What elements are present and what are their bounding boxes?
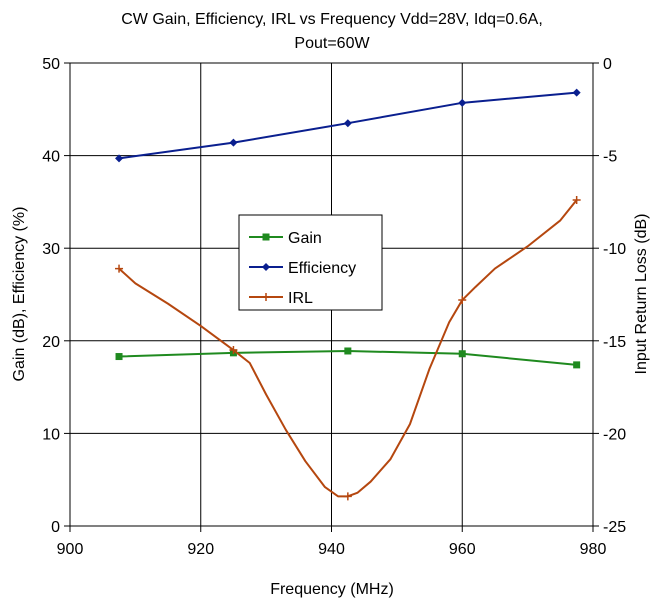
legend: Gain Efficiency IRL <box>238 214 383 311</box>
y-left-tick-label: 40 <box>42 149 60 166</box>
data-point-gain <box>573 361 581 369</box>
data-point-irl <box>458 296 467 305</box>
data-point-irl <box>343 492 352 501</box>
series-line-irl <box>118 199 578 498</box>
legend-marker-irl <box>262 293 270 301</box>
y-right-tick-label: -10 <box>603 241 626 258</box>
legend-box <box>238 214 383 311</box>
data-point-efficiency <box>115 154 124 163</box>
x-tick-label: 900 <box>57 541 84 558</box>
x-tick-label: 980 <box>580 541 607 558</box>
y-right-tick-label: -25 <box>603 519 626 536</box>
x-tick-label: 920 <box>187 541 214 558</box>
legend-label-efficiency: Efficiency <box>288 260 356 277</box>
data-point-efficiency <box>458 98 467 107</box>
x-tick-label: 940 <box>318 541 345 558</box>
legend-entries: Gain Efficiency IRL <box>249 230 356 307</box>
series-layer <box>115 88 581 501</box>
legend-marker-efficiency <box>262 263 270 271</box>
y-left-tick-label: 20 <box>42 334 60 351</box>
data-point-irl <box>229 346 238 355</box>
y-right-tick-label: 0 <box>603 56 612 73</box>
legend-label-gain: Gain <box>288 230 322 247</box>
chart-title-line1: CW Gain, Efficiency, IRL vs Frequency Vd… <box>121 11 543 28</box>
y-right-tick-label: -20 <box>603 426 626 443</box>
y-right-axis-label: Input Return Loss (dB) <box>633 214 650 375</box>
x-tick-labels: 900 920 940 960 980 <box>57 541 607 558</box>
y-left-tick-label: 30 <box>42 241 60 258</box>
chart-title-line2: Pout=60W <box>294 35 370 52</box>
legend-marker-gain <box>262 233 270 241</box>
y-right-tick-labels: -25 -20 -15 -10 -5 0 <box>603 56 626 536</box>
y-right-tick-label: -5 <box>603 149 617 166</box>
x-axis-label: Frequency (MHz) <box>270 581 394 598</box>
y-left-tick-label: 10 <box>42 426 60 443</box>
data-point-efficiency <box>343 119 352 128</box>
y-left-tick-labels: 0 10 20 30 40 50 <box>42 56 60 536</box>
y-right-tick-label: -15 <box>603 334 626 351</box>
data-point-gain <box>458 350 466 358</box>
y-left-tick-label: 50 <box>42 56 60 73</box>
legend-label-irl: IRL <box>288 290 313 307</box>
data-point-irl <box>572 196 581 205</box>
data-point-efficiency <box>229 138 238 147</box>
data-point-irl <box>115 264 124 273</box>
plot-area <box>69 62 594 527</box>
y-left-tick-label: 0 <box>51 519 60 536</box>
data-point-gain <box>115 353 123 361</box>
data-point-efficiency <box>572 88 581 97</box>
data-point-gain <box>344 347 352 355</box>
y-left-axis-label: Gain (dB), Efficiency (%) <box>11 207 28 382</box>
x-tick-label: 960 <box>449 541 476 558</box>
